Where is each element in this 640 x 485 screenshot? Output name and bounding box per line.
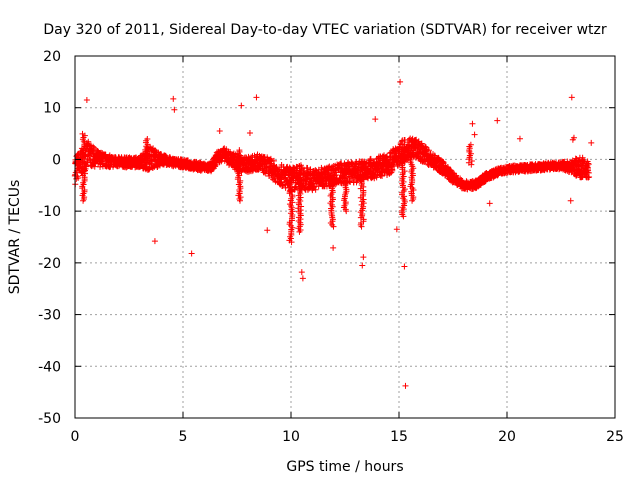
- outlier-point: [397, 78, 404, 85]
- outlier-point: [486, 200, 493, 207]
- x-tick-label: 0: [71, 429, 80, 445]
- y-tick-label: -40: [38, 359, 61, 375]
- outlier-point: [151, 238, 158, 245]
- outlier-point: [402, 382, 409, 389]
- data-point: [75, 174, 82, 181]
- outlier-point: [360, 254, 367, 261]
- x-tick-label: 15: [390, 429, 408, 445]
- data-point: [421, 159, 428, 166]
- data-point: [236, 147, 243, 154]
- x-axis-label: GPS time / hours: [286, 459, 403, 475]
- y-tick-label: -50: [38, 411, 61, 427]
- outlier-point: [299, 275, 306, 282]
- outlier-point: [170, 95, 177, 102]
- data-point: [408, 141, 415, 148]
- data-point: [297, 162, 304, 169]
- data-point: [390, 160, 397, 167]
- outlier-point: [359, 262, 366, 269]
- outlier-point: [171, 106, 178, 113]
- data-point: [373, 174, 380, 181]
- data-point: [299, 166, 306, 173]
- data-point: [312, 186, 319, 193]
- outlier-point: [330, 244, 337, 251]
- outlier-point: [372, 116, 379, 123]
- y-tick-label: 20: [43, 49, 61, 65]
- outlier-point: [264, 227, 271, 234]
- data-point: [440, 160, 447, 167]
- outlier-point: [588, 139, 595, 146]
- data-point: [79, 130, 86, 137]
- data-point: [90, 143, 97, 150]
- y-tick-label: -10: [38, 204, 61, 220]
- x-tick-label: 10: [282, 429, 300, 445]
- data-point: [91, 163, 98, 170]
- outlier-point: [471, 131, 478, 138]
- data-point: [401, 146, 408, 153]
- outlier-point: [83, 96, 90, 103]
- outlier-point: [494, 117, 501, 124]
- plot-frame: [74, 55, 616, 419]
- outlier-point: [298, 269, 305, 276]
- data-point: [330, 178, 337, 185]
- data-point: [297, 172, 304, 179]
- outlier-point: [516, 135, 523, 142]
- data-point: [360, 172, 367, 179]
- data-point: [340, 171, 347, 178]
- outlier-point: [246, 130, 253, 137]
- data-point: [389, 167, 396, 174]
- outlier-point: [238, 102, 245, 109]
- data-point: [425, 147, 432, 154]
- data-point: [467, 141, 474, 148]
- outlier-point: [469, 120, 476, 127]
- x-tick-label: 25: [606, 429, 624, 445]
- outlier-point: [188, 250, 195, 257]
- y-axis-label: SDTVAR / TECUs: [7, 180, 23, 295]
- outlier-point: [253, 94, 260, 101]
- y-tick-label: -20: [38, 256, 61, 272]
- data-layer: [71, 78, 595, 389]
- outlier-point: [570, 134, 577, 141]
- chart-title: Day 320 of 2011, Sidereal Day-to-day VTE…: [43, 22, 607, 38]
- data-point: [585, 161, 592, 168]
- data-point: [287, 166, 294, 173]
- outlier-point: [568, 94, 575, 101]
- data-point: [367, 155, 374, 162]
- x-tick-label: 5: [179, 429, 188, 445]
- y-tick-label: 10: [43, 101, 61, 117]
- y-tick-label: 0: [52, 152, 61, 168]
- x-tick-label: 20: [498, 429, 516, 445]
- data-point: [144, 136, 151, 143]
- data-point: [584, 160, 591, 167]
- tick-layer: 0 5 10 15 20 25 20 10 0 -10 -20 -30 -40 -50: [38, 49, 624, 445]
- outlier-point: [393, 226, 400, 233]
- data-point: [585, 173, 592, 180]
- y-tick-label: -30: [38, 308, 61, 324]
- data-point: [102, 151, 109, 158]
- outlier-point: [401, 263, 408, 270]
- outlier-point: [216, 127, 223, 134]
- outlier-point: [567, 197, 574, 204]
